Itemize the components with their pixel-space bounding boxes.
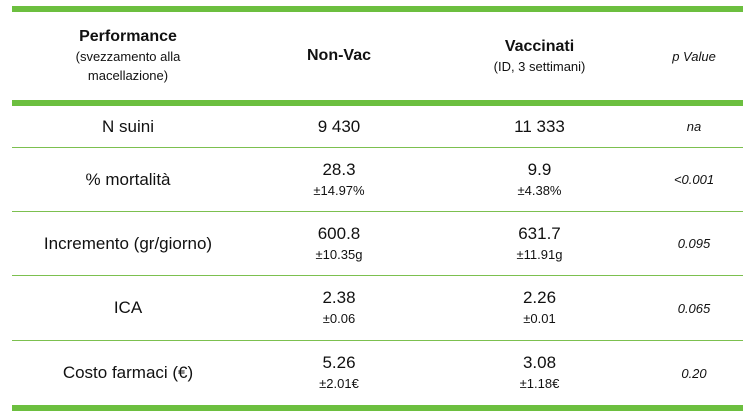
table-row: Costo farmaci (€) 5.26 ±2.01€ 3.08 ±1.18… xyxy=(12,341,743,405)
performance-table: Performance (svezzamento alla macellazio… xyxy=(12,6,743,412)
row-divider xyxy=(12,340,743,341)
header-performance: Performance (svezzamento alla macellazio… xyxy=(12,27,244,85)
header-vaccinati: Vaccinati (ID, 3 settimani) xyxy=(434,37,645,76)
nonvac-sd: ±2.01€ xyxy=(319,376,359,391)
nonvac-sd: ±10.35g xyxy=(315,246,363,262)
header-vaccinati-sub: (ID, 3 settimani) xyxy=(493,58,586,74)
p-value: na xyxy=(686,119,702,134)
nonvac-sd: ±0.06 xyxy=(322,311,356,326)
header-rule xyxy=(12,100,743,106)
row-label: % mortalità xyxy=(85,169,171,189)
nonvac-value: 9 430 xyxy=(317,116,361,136)
vacc-value: 11 333 xyxy=(514,116,565,136)
header-performance-sub1: (svezzamento alla xyxy=(75,49,181,64)
vacc-sd: ±0.01 xyxy=(523,311,556,326)
row-label: Costo farmaci (€) xyxy=(62,363,194,382)
nonvac-value: 600.8 xyxy=(317,223,361,243)
vacc-sd: ±1.18€ xyxy=(519,376,560,391)
vacc-sd: ±11.91g xyxy=(516,246,563,262)
top-rule xyxy=(12,6,743,12)
header-performance-title: Performance xyxy=(79,28,177,45)
vacc-value: 631.7 xyxy=(518,223,561,243)
table-row: N suini 9 430 11 333 na xyxy=(12,106,743,147)
table-row: % mortalità 28.3 ±14.97% 9.9 ±4.38% <0.0… xyxy=(12,148,743,211)
p-value: 0.065 xyxy=(677,300,711,316)
row-label: ICA xyxy=(113,298,143,317)
header-pvalue-title: p Value xyxy=(672,48,716,64)
p-value: <0.001 xyxy=(673,172,715,187)
header-vaccinati-title: Vaccinati xyxy=(504,37,575,55)
header-performance-sub2: macellazione) xyxy=(87,68,169,83)
row-divider xyxy=(12,275,743,276)
header-row: Performance (svezzamento alla macellazio… xyxy=(12,12,743,100)
vacc-value: 3.08 xyxy=(522,353,557,372)
header-pvalue: p Value xyxy=(645,49,743,64)
nonvac-value: 28.3 xyxy=(322,159,356,179)
p-value: 0.095 xyxy=(677,236,711,251)
nonvac-value: 5.26 xyxy=(322,353,356,372)
vacc-sd: ±4.38% xyxy=(517,182,562,198)
p-value: 0.20 xyxy=(681,365,707,381)
row-divider xyxy=(12,147,743,148)
row-label: Incremento (gr/giorno) xyxy=(43,233,213,253)
row-divider xyxy=(12,211,743,212)
nonvac-sd: ±14.97% xyxy=(313,182,365,198)
header-nonvac-title: Non-Vac xyxy=(306,47,371,64)
vacc-value: 2.26 xyxy=(522,288,557,307)
nonvac-value: 2.38 xyxy=(322,288,356,307)
row-label: N suini xyxy=(102,116,154,136)
vacc-value: 9.9 xyxy=(527,159,552,179)
table-row: Incremento (gr/giorno) 600.8 ±10.35g 631… xyxy=(12,212,743,275)
table-row: ICA 2.38 ±0.06 2.26 ±0.01 0.065 xyxy=(12,276,743,340)
bottom-rule xyxy=(12,405,743,411)
header-nonvac: Non-Vac xyxy=(244,46,434,66)
